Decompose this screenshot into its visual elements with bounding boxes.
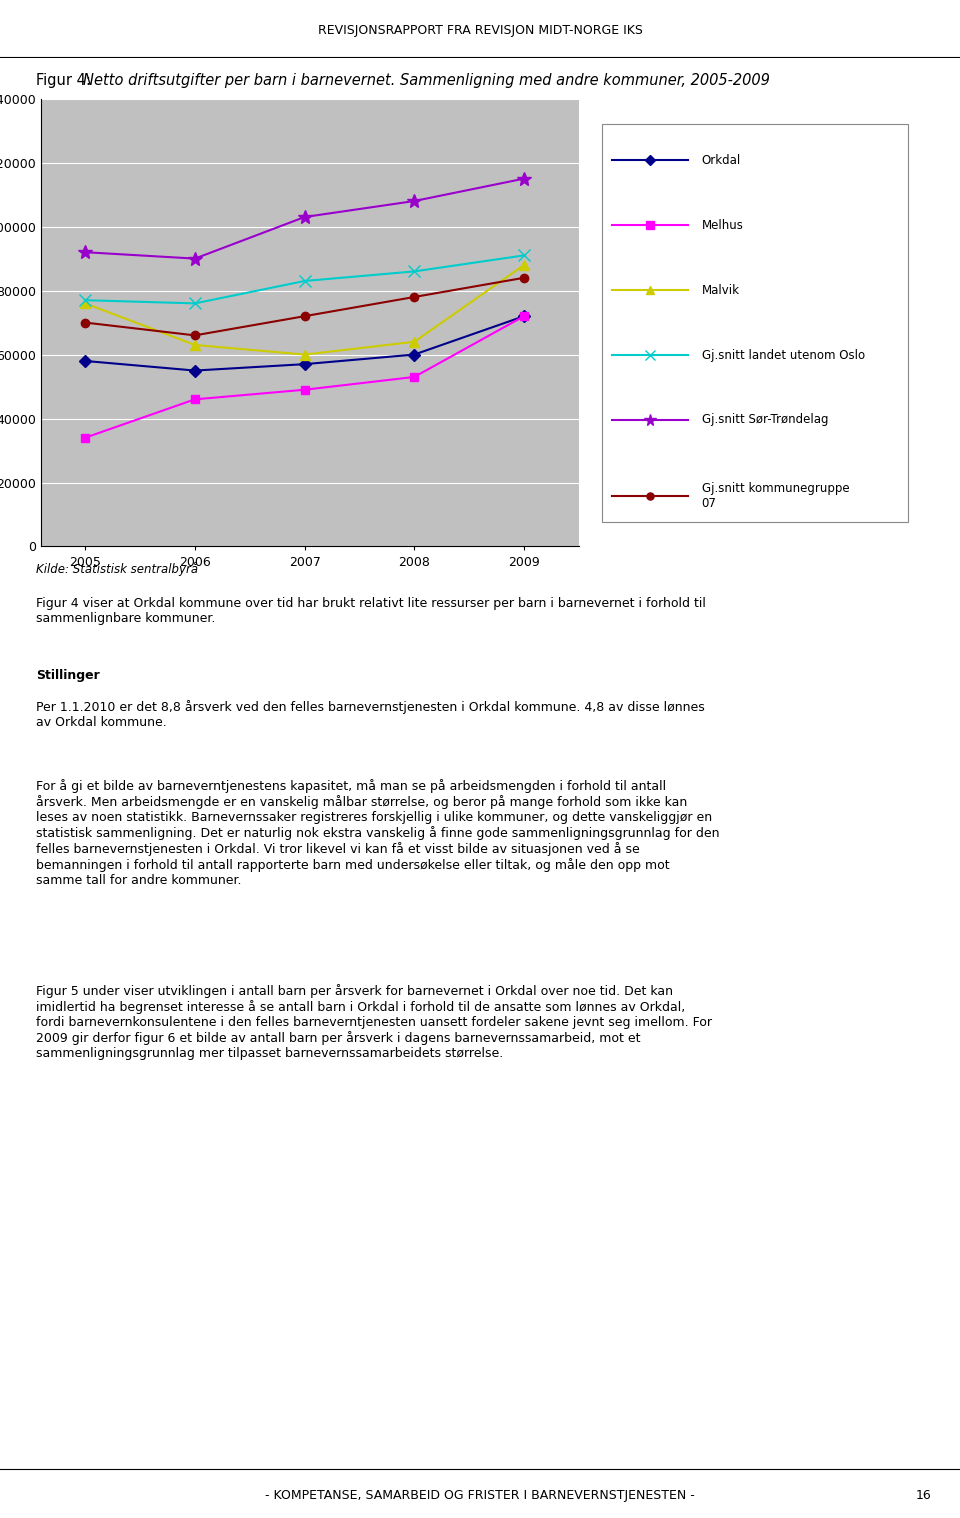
- Line: Gj.snitt Sør-Trøndelag: Gj.snitt Sør-Trøndelag: [78, 172, 531, 266]
- Gj.snitt kommunegruppe
07: [80, 313, 91, 331]
- Malvik: [80, 294, 91, 313]
- Gj.snitt landet utenom Oslo: [299, 272, 310, 290]
- Text: Netto driftsutgifter per barn i barnevernet. Sammenligning med andre kommuner, 2: Netto driftsutgifter per barn i barnever…: [83, 73, 769, 88]
- Text: 16: 16: [916, 1489, 931, 1501]
- Orkdal: [189, 361, 201, 380]
- Gj.snitt kommunegruppe
07: [409, 288, 420, 307]
- Gj.snitt landet utenom Oslo: [518, 246, 530, 264]
- Melhus: [80, 428, 91, 446]
- Line: Orkdal: Orkdal: [81, 313, 528, 375]
- Malvik: [299, 346, 310, 364]
- Text: Gj.snitt kommunegruppe
07: Gj.snitt kommunegruppe 07: [702, 481, 850, 510]
- Text: Stillinger: Stillinger: [36, 669, 100, 683]
- Text: Gj.snitt Sør-Trøndelag: Gj.snitt Sør-Trøndelag: [702, 413, 828, 427]
- Text: - KOMPETANSE, SAMARBEID OG FRISTER I BARNEVERNSTJENESTEN -: - KOMPETANSE, SAMARBEID OG FRISTER I BAR…: [265, 1489, 695, 1501]
- Line: Malvik: Malvik: [81, 260, 529, 360]
- Text: REVISJONSRAPPORT FRA REVISJON MIDT-NORGE IKS: REVISJONSRAPPORT FRA REVISJON MIDT-NORGE…: [318, 24, 642, 36]
- Malvik: [189, 335, 201, 354]
- Gj.snitt landet utenom Oslo: [189, 294, 201, 313]
- Gj.snitt Sør-Trøndelag: [299, 208, 310, 226]
- Gj.snitt kommunegruppe
07: [518, 269, 530, 287]
- Gj.snitt kommunegruppe
07: [299, 307, 310, 325]
- Text: Orkdal: Orkdal: [702, 153, 741, 167]
- Gj.snitt landet utenom Oslo: [409, 263, 420, 281]
- Text: Melhus: Melhus: [702, 219, 744, 232]
- Text: Per 1.1.2010 er det 8,8 årsverk ved den felles barnevernstjenesten i Orkdal komm: Per 1.1.2010 er det 8,8 årsverk ved den …: [36, 700, 706, 729]
- Gj.snitt Sør-Trøndelag: [189, 249, 201, 267]
- Melhus: [299, 381, 310, 399]
- Gj.snitt Sør-Trøndelag: [409, 191, 420, 209]
- Text: Kilde: Statistisk sentralbyrå: Kilde: Statistisk sentralbyrå: [36, 562, 199, 575]
- Line: Gj.snitt landet utenom Oslo: Gj.snitt landet utenom Oslo: [80, 250, 530, 310]
- Melhus: [409, 367, 420, 386]
- Orkdal: [518, 307, 530, 325]
- Malvik: [518, 257, 530, 275]
- Gj.snitt Sør-Trøndelag: [518, 170, 530, 188]
- Gj.snitt kommunegruppe
07: [189, 326, 201, 345]
- Melhus: [189, 390, 201, 408]
- Line: Melhus: Melhus: [81, 313, 528, 442]
- Gj.snitt Sør-Trøndelag: [80, 243, 91, 261]
- Text: For å gi et bilde av barneverntjenestens kapasitet, må man se på arbeidsmengden : For å gi et bilde av barneverntjenestens…: [36, 779, 720, 888]
- Orkdal: [80, 352, 91, 370]
- Line: Gj.snitt kommunegruppe
07: Gj.snitt kommunegruppe 07: [81, 273, 528, 340]
- Malvik: [409, 332, 420, 351]
- Gj.snitt landet utenom Oslo: [80, 291, 91, 310]
- Text: Malvik: Malvik: [702, 284, 740, 296]
- FancyBboxPatch shape: [602, 123, 908, 522]
- Text: Figur 4 viser at Orkdal kommune over tid har brukt relativt lite ressurser per b: Figur 4 viser at Orkdal kommune over tid…: [36, 597, 707, 624]
- Text: Figur 5 under viser utviklingen i antall barn per årsverk for barnevernet i Orkd: Figur 5 under viser utviklingen i antall…: [36, 984, 712, 1060]
- Orkdal: [299, 355, 310, 373]
- Orkdal: [409, 346, 420, 364]
- Text: Figur 4:: Figur 4:: [36, 73, 96, 88]
- Text: Gj.snitt landet utenom Oslo: Gj.snitt landet utenom Oslo: [702, 349, 865, 361]
- Melhus: [518, 307, 530, 325]
